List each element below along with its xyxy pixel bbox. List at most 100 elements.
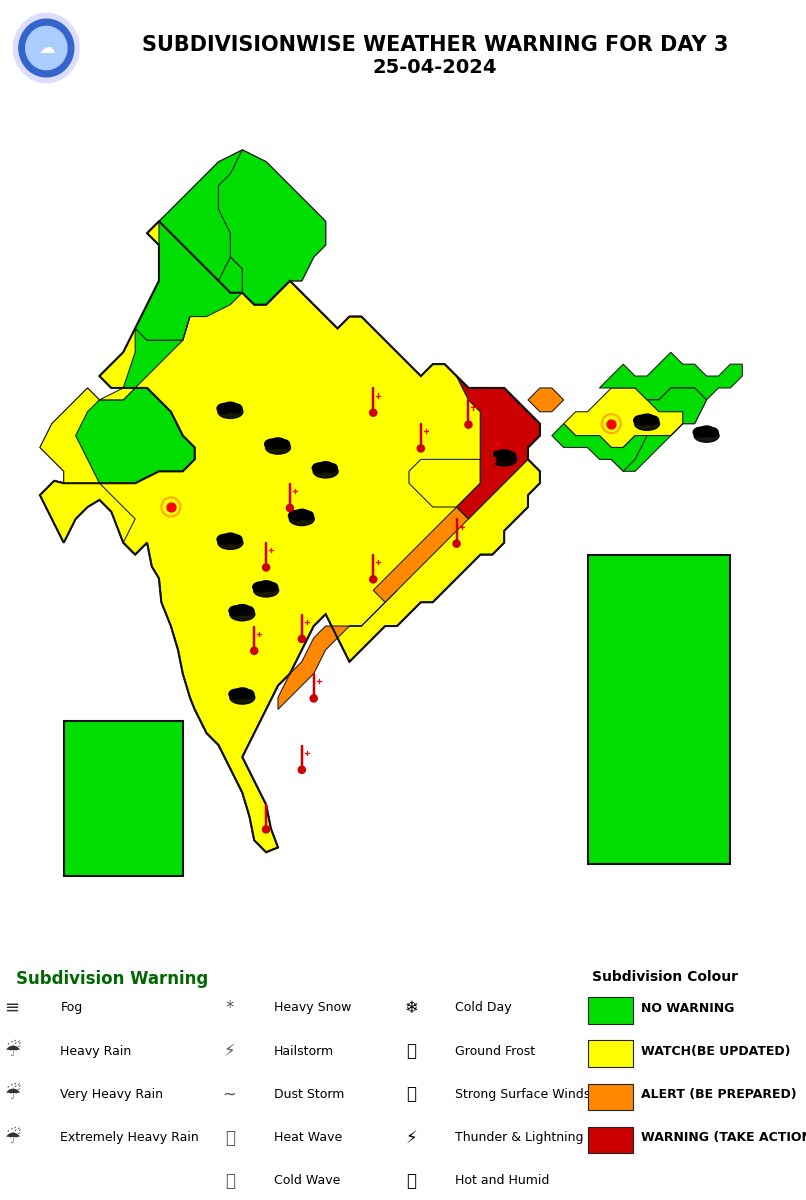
Polygon shape bbox=[135, 221, 243, 341]
FancyBboxPatch shape bbox=[588, 997, 633, 1024]
Ellipse shape bbox=[324, 463, 337, 473]
Text: SUBDIVISIONWISE WEATHER WARNING FOR DAY 3: SUBDIVISIONWISE WEATHER WARNING FOR DAY … bbox=[142, 35, 729, 55]
Circle shape bbox=[418, 445, 425, 452]
Ellipse shape bbox=[230, 691, 255, 704]
Text: ⚡: ⚡ bbox=[405, 1128, 417, 1147]
Polygon shape bbox=[40, 317, 195, 484]
Text: ☔: ☔ bbox=[4, 1128, 20, 1147]
Ellipse shape bbox=[639, 414, 654, 424]
Circle shape bbox=[465, 421, 472, 428]
Text: Ground Frost: Ground Frost bbox=[455, 1045, 535, 1057]
Circle shape bbox=[161, 498, 181, 516]
Text: NO WARNING: NO WARNING bbox=[641, 1002, 734, 1014]
Text: Strong Surface Winds: Strong Surface Winds bbox=[455, 1088, 591, 1100]
Polygon shape bbox=[14, 13, 79, 83]
Ellipse shape bbox=[241, 690, 254, 698]
Text: ☔: ☔ bbox=[4, 1042, 20, 1061]
Ellipse shape bbox=[253, 582, 268, 592]
Circle shape bbox=[251, 647, 258, 654]
Text: 💧: 💧 bbox=[406, 1171, 416, 1190]
Ellipse shape bbox=[491, 451, 506, 461]
Ellipse shape bbox=[223, 402, 238, 412]
Ellipse shape bbox=[218, 536, 243, 550]
Polygon shape bbox=[588, 554, 730, 864]
Text: ☔: ☔ bbox=[4, 1085, 20, 1104]
Circle shape bbox=[370, 409, 377, 416]
Polygon shape bbox=[19, 19, 74, 77]
Ellipse shape bbox=[699, 426, 714, 436]
Ellipse shape bbox=[229, 404, 242, 413]
Ellipse shape bbox=[230, 607, 255, 620]
Polygon shape bbox=[40, 329, 135, 542]
Ellipse shape bbox=[492, 452, 517, 466]
Ellipse shape bbox=[235, 688, 250, 697]
Ellipse shape bbox=[265, 440, 290, 454]
Polygon shape bbox=[159, 150, 326, 305]
Ellipse shape bbox=[229, 535, 242, 544]
Circle shape bbox=[298, 635, 305, 642]
Ellipse shape bbox=[241, 606, 254, 616]
Text: 25-04-2024: 25-04-2024 bbox=[373, 58, 497, 77]
Ellipse shape bbox=[218, 406, 243, 419]
Ellipse shape bbox=[705, 427, 718, 437]
Text: ☁: ☁ bbox=[38, 38, 55, 56]
Text: 🌡: 🌡 bbox=[225, 1128, 235, 1147]
FancyBboxPatch shape bbox=[588, 1127, 633, 1153]
Ellipse shape bbox=[289, 510, 304, 521]
Circle shape bbox=[263, 826, 270, 833]
Text: *: * bbox=[226, 998, 234, 1018]
Text: Extremely Heavy Rain: Extremely Heavy Rain bbox=[60, 1132, 199, 1144]
Polygon shape bbox=[373, 506, 468, 602]
Text: Thunder & Lightning: Thunder & Lightning bbox=[455, 1132, 584, 1144]
Text: Hailstorm: Hailstorm bbox=[274, 1045, 334, 1057]
Ellipse shape bbox=[264, 582, 278, 592]
Text: WARNING (TAKE ACTION): WARNING (TAKE ACTION) bbox=[641, 1132, 806, 1144]
Polygon shape bbox=[218, 150, 326, 305]
Text: ~: ~ bbox=[222, 1085, 237, 1104]
Circle shape bbox=[453, 540, 460, 547]
Ellipse shape bbox=[646, 415, 659, 425]
Text: 💨: 💨 bbox=[406, 1085, 416, 1104]
Text: ❄: ❄ bbox=[404, 998, 418, 1018]
Circle shape bbox=[370, 576, 377, 583]
Polygon shape bbox=[278, 590, 397, 709]
Ellipse shape bbox=[289, 512, 314, 526]
Ellipse shape bbox=[313, 464, 339, 478]
Polygon shape bbox=[409, 460, 480, 506]
Circle shape bbox=[488, 457, 496, 464]
Text: WATCH(BE UPDATED): WATCH(BE UPDATED) bbox=[641, 1045, 790, 1057]
Ellipse shape bbox=[259, 581, 273, 590]
Ellipse shape bbox=[634, 415, 649, 425]
Ellipse shape bbox=[264, 439, 280, 449]
FancyBboxPatch shape bbox=[588, 1040, 633, 1067]
Text: Heavy Rain: Heavy Rain bbox=[60, 1045, 131, 1057]
Ellipse shape bbox=[294, 509, 310, 518]
Ellipse shape bbox=[271, 438, 285, 448]
Text: ≡: ≡ bbox=[5, 998, 19, 1018]
Ellipse shape bbox=[229, 606, 244, 616]
Text: Very Heavy Rain: Very Heavy Rain bbox=[60, 1088, 164, 1100]
Ellipse shape bbox=[235, 605, 250, 613]
Ellipse shape bbox=[318, 462, 333, 470]
Text: Cold Day: Cold Day bbox=[455, 1002, 512, 1014]
Ellipse shape bbox=[693, 427, 708, 437]
Circle shape bbox=[263, 564, 270, 571]
Polygon shape bbox=[456, 376, 540, 518]
Polygon shape bbox=[611, 388, 707, 472]
Ellipse shape bbox=[634, 418, 659, 431]
Circle shape bbox=[310, 695, 318, 702]
Text: 🌿: 🌿 bbox=[406, 1042, 416, 1061]
Ellipse shape bbox=[229, 689, 244, 700]
Polygon shape bbox=[600, 353, 742, 400]
Ellipse shape bbox=[223, 533, 238, 542]
Ellipse shape bbox=[217, 534, 232, 545]
Text: ⚡: ⚡ bbox=[224, 1042, 235, 1061]
Polygon shape bbox=[40, 221, 540, 852]
Ellipse shape bbox=[496, 450, 512, 458]
Text: Fog: Fog bbox=[60, 1002, 83, 1014]
Text: Subdivision Colour: Subdivision Colour bbox=[592, 970, 738, 984]
Text: Hot and Humid: Hot and Humid bbox=[455, 1175, 550, 1187]
Text: 🌡: 🌡 bbox=[225, 1171, 235, 1190]
Ellipse shape bbox=[300, 511, 314, 520]
Circle shape bbox=[286, 504, 293, 511]
